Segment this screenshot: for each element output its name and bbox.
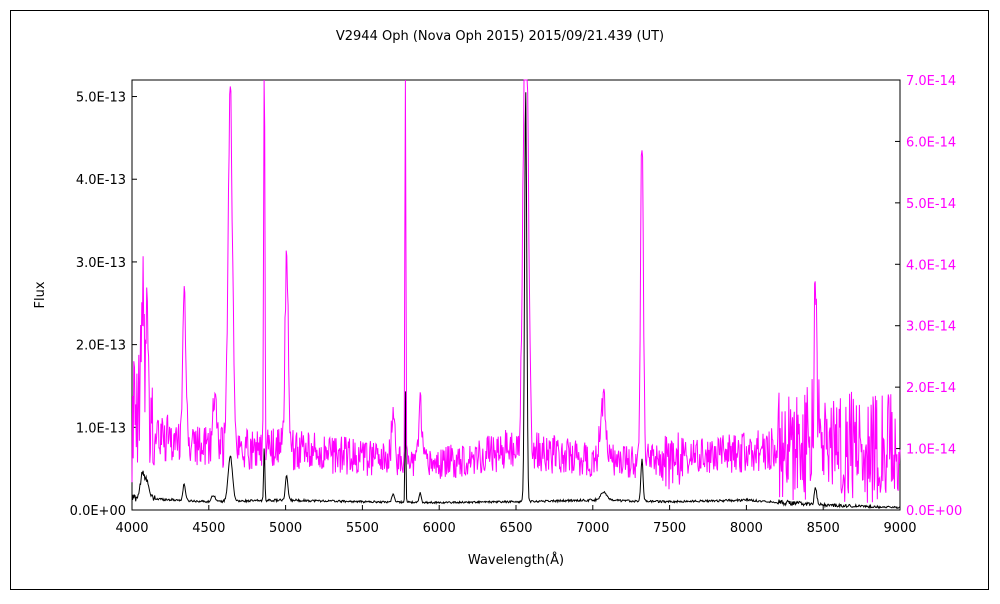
x-tick-label: 7000 [576,521,609,536]
y-right-tick-label: 5.0E-14 [906,197,956,212]
y-left-tick-label: 4.0E-13 [76,173,126,188]
x-tick-label: 9000 [883,521,916,536]
y-left-tick-label: 3.0E-13 [76,256,126,271]
x-axis-label: Wavelength(Å) [468,552,564,568]
x-tick-label: 4000 [115,521,148,536]
x-tick-label: 7500 [653,521,686,536]
y-axis-label: Flux [33,281,48,308]
series-layer [131,79,901,510]
y-right-tick-label: 6.0E-14 [906,135,956,150]
y-left-tick-label: 2.0E-13 [76,339,126,354]
x-tick-label: 8500 [807,521,840,536]
x-tick-label: 4500 [192,521,225,536]
y-right-tick-label: 4.0E-14 [906,258,956,273]
y-right-tick-label: 0.0E+00 [906,504,962,519]
x-tick-label: 6000 [423,521,456,536]
spectrum-line-magenta [131,79,901,503]
chart-title: V2944 Oph (Nova Oph 2015) 2015/09/21.439… [336,29,664,44]
y-left-tick-label: 0.0E+00 [70,504,126,519]
x-tick-label: 6500 [499,521,532,536]
y-right-tick-label: 7.0E-14 [906,74,956,89]
y-right-tick-label: 2.0E-14 [906,381,956,396]
x-tick-label: 8000 [730,521,763,536]
ticks-layer: 4000 4500 5000 5500 6000 6500 7000 7500 8000 8500… [70,74,963,536]
spectrum-line-black [131,92,901,510]
x-tick-label: 5000 [269,521,302,536]
y-right-tick-label: 1.0E-14 [906,443,956,458]
y-left-tick-label: 1.0E-13 [76,421,126,436]
y-left-tick-label: 5.0E-13 [76,91,126,106]
y-right-tick-label: 3.0E-14 [906,320,956,335]
x-tick-label: 5500 [346,521,379,536]
outer-frame [10,10,989,590]
